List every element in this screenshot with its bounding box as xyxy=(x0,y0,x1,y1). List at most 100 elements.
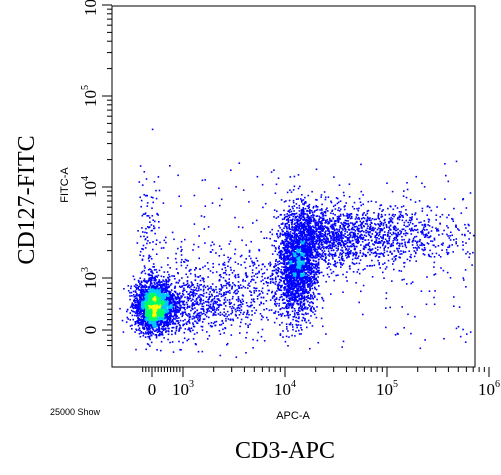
event-dot xyxy=(278,257,281,259)
event-dot xyxy=(283,307,285,310)
event-dot xyxy=(308,282,310,285)
event-dot xyxy=(385,292,388,294)
event-dot xyxy=(277,216,280,218)
event-dot xyxy=(150,307,152,309)
event-dot xyxy=(166,287,168,290)
event-dot xyxy=(131,303,133,306)
event-dot xyxy=(140,290,142,292)
event-dot xyxy=(152,306,154,309)
event-dot xyxy=(315,278,317,280)
event-dot xyxy=(148,320,151,323)
event-dot xyxy=(215,309,218,311)
event-dot xyxy=(153,285,156,288)
event-dot xyxy=(292,207,294,210)
event-dot xyxy=(306,279,308,281)
event-dot xyxy=(140,272,143,274)
event-dot xyxy=(151,332,153,334)
event-dot xyxy=(288,272,290,274)
event-dot xyxy=(137,313,139,315)
event-dot xyxy=(174,318,177,320)
event-dot xyxy=(175,312,178,314)
event-dot xyxy=(150,321,152,323)
event-dot xyxy=(196,282,199,285)
event-dot xyxy=(201,325,204,328)
event-dot xyxy=(137,301,139,304)
event-dot xyxy=(282,302,285,304)
event-dot xyxy=(156,283,159,285)
event-dot xyxy=(304,274,306,277)
event-dot xyxy=(149,300,151,303)
event-dot xyxy=(221,313,224,316)
event-dot xyxy=(166,300,169,302)
event-dot xyxy=(139,313,142,316)
event-dot xyxy=(303,246,305,248)
event-dot xyxy=(214,311,217,314)
event-dot xyxy=(175,296,178,299)
event-dot xyxy=(230,302,232,304)
event-dot xyxy=(167,324,169,327)
event-dot xyxy=(297,280,300,282)
event-dot xyxy=(161,317,163,320)
event-dot xyxy=(172,351,175,353)
event-dot xyxy=(303,244,306,247)
event-dot xyxy=(145,310,147,313)
event-dot xyxy=(313,263,316,266)
event-dot xyxy=(178,300,180,303)
event-dot xyxy=(187,293,189,296)
event-dot xyxy=(156,285,159,288)
event-dot xyxy=(164,297,166,300)
event-dot xyxy=(299,225,301,227)
event-dot xyxy=(322,274,325,277)
event-dot xyxy=(136,294,139,297)
event-dot xyxy=(144,313,146,316)
event-dot xyxy=(154,318,157,321)
event-dot xyxy=(142,326,144,328)
event-dot xyxy=(302,279,304,282)
event-dot xyxy=(153,307,156,309)
event-dot xyxy=(294,236,296,238)
event-dot xyxy=(169,305,171,307)
event-dot xyxy=(199,293,201,296)
event-dot xyxy=(202,308,205,310)
event-dot xyxy=(302,308,305,310)
event-dot xyxy=(283,266,285,268)
event-dot xyxy=(315,227,318,229)
event-dot xyxy=(296,245,299,247)
event-dot xyxy=(300,198,302,200)
event-dot xyxy=(146,296,149,299)
event-dot xyxy=(212,271,214,274)
event-dot xyxy=(302,273,304,276)
event-dot xyxy=(285,283,287,285)
event-dot xyxy=(310,310,313,312)
event-dot xyxy=(183,331,186,334)
event-dot xyxy=(139,277,141,279)
event-dot xyxy=(288,216,291,219)
event-dot xyxy=(178,279,181,281)
event-dot xyxy=(291,220,294,222)
event-dot xyxy=(226,310,229,313)
event-dot xyxy=(278,281,281,284)
event-dot xyxy=(156,293,159,296)
event-dot xyxy=(145,298,147,300)
event-dot xyxy=(176,294,179,296)
event-dot xyxy=(275,293,277,295)
event-dot xyxy=(225,293,227,295)
event-dot xyxy=(290,253,292,256)
event-dot xyxy=(203,310,205,312)
event-dot xyxy=(148,313,150,316)
event-dot xyxy=(160,284,163,286)
event-dot xyxy=(163,318,166,321)
event-dot xyxy=(303,203,305,206)
event-dot xyxy=(150,310,152,312)
event-dot xyxy=(289,241,291,244)
event-dot xyxy=(181,292,184,295)
event-dot xyxy=(163,287,166,290)
event-dot xyxy=(158,330,160,333)
event-dot xyxy=(318,293,321,295)
event-dot xyxy=(302,274,304,277)
event-dot xyxy=(274,192,277,194)
event-dot xyxy=(171,326,173,329)
event-dot xyxy=(156,331,159,333)
event-dot xyxy=(298,333,301,335)
event-dot xyxy=(159,288,162,291)
